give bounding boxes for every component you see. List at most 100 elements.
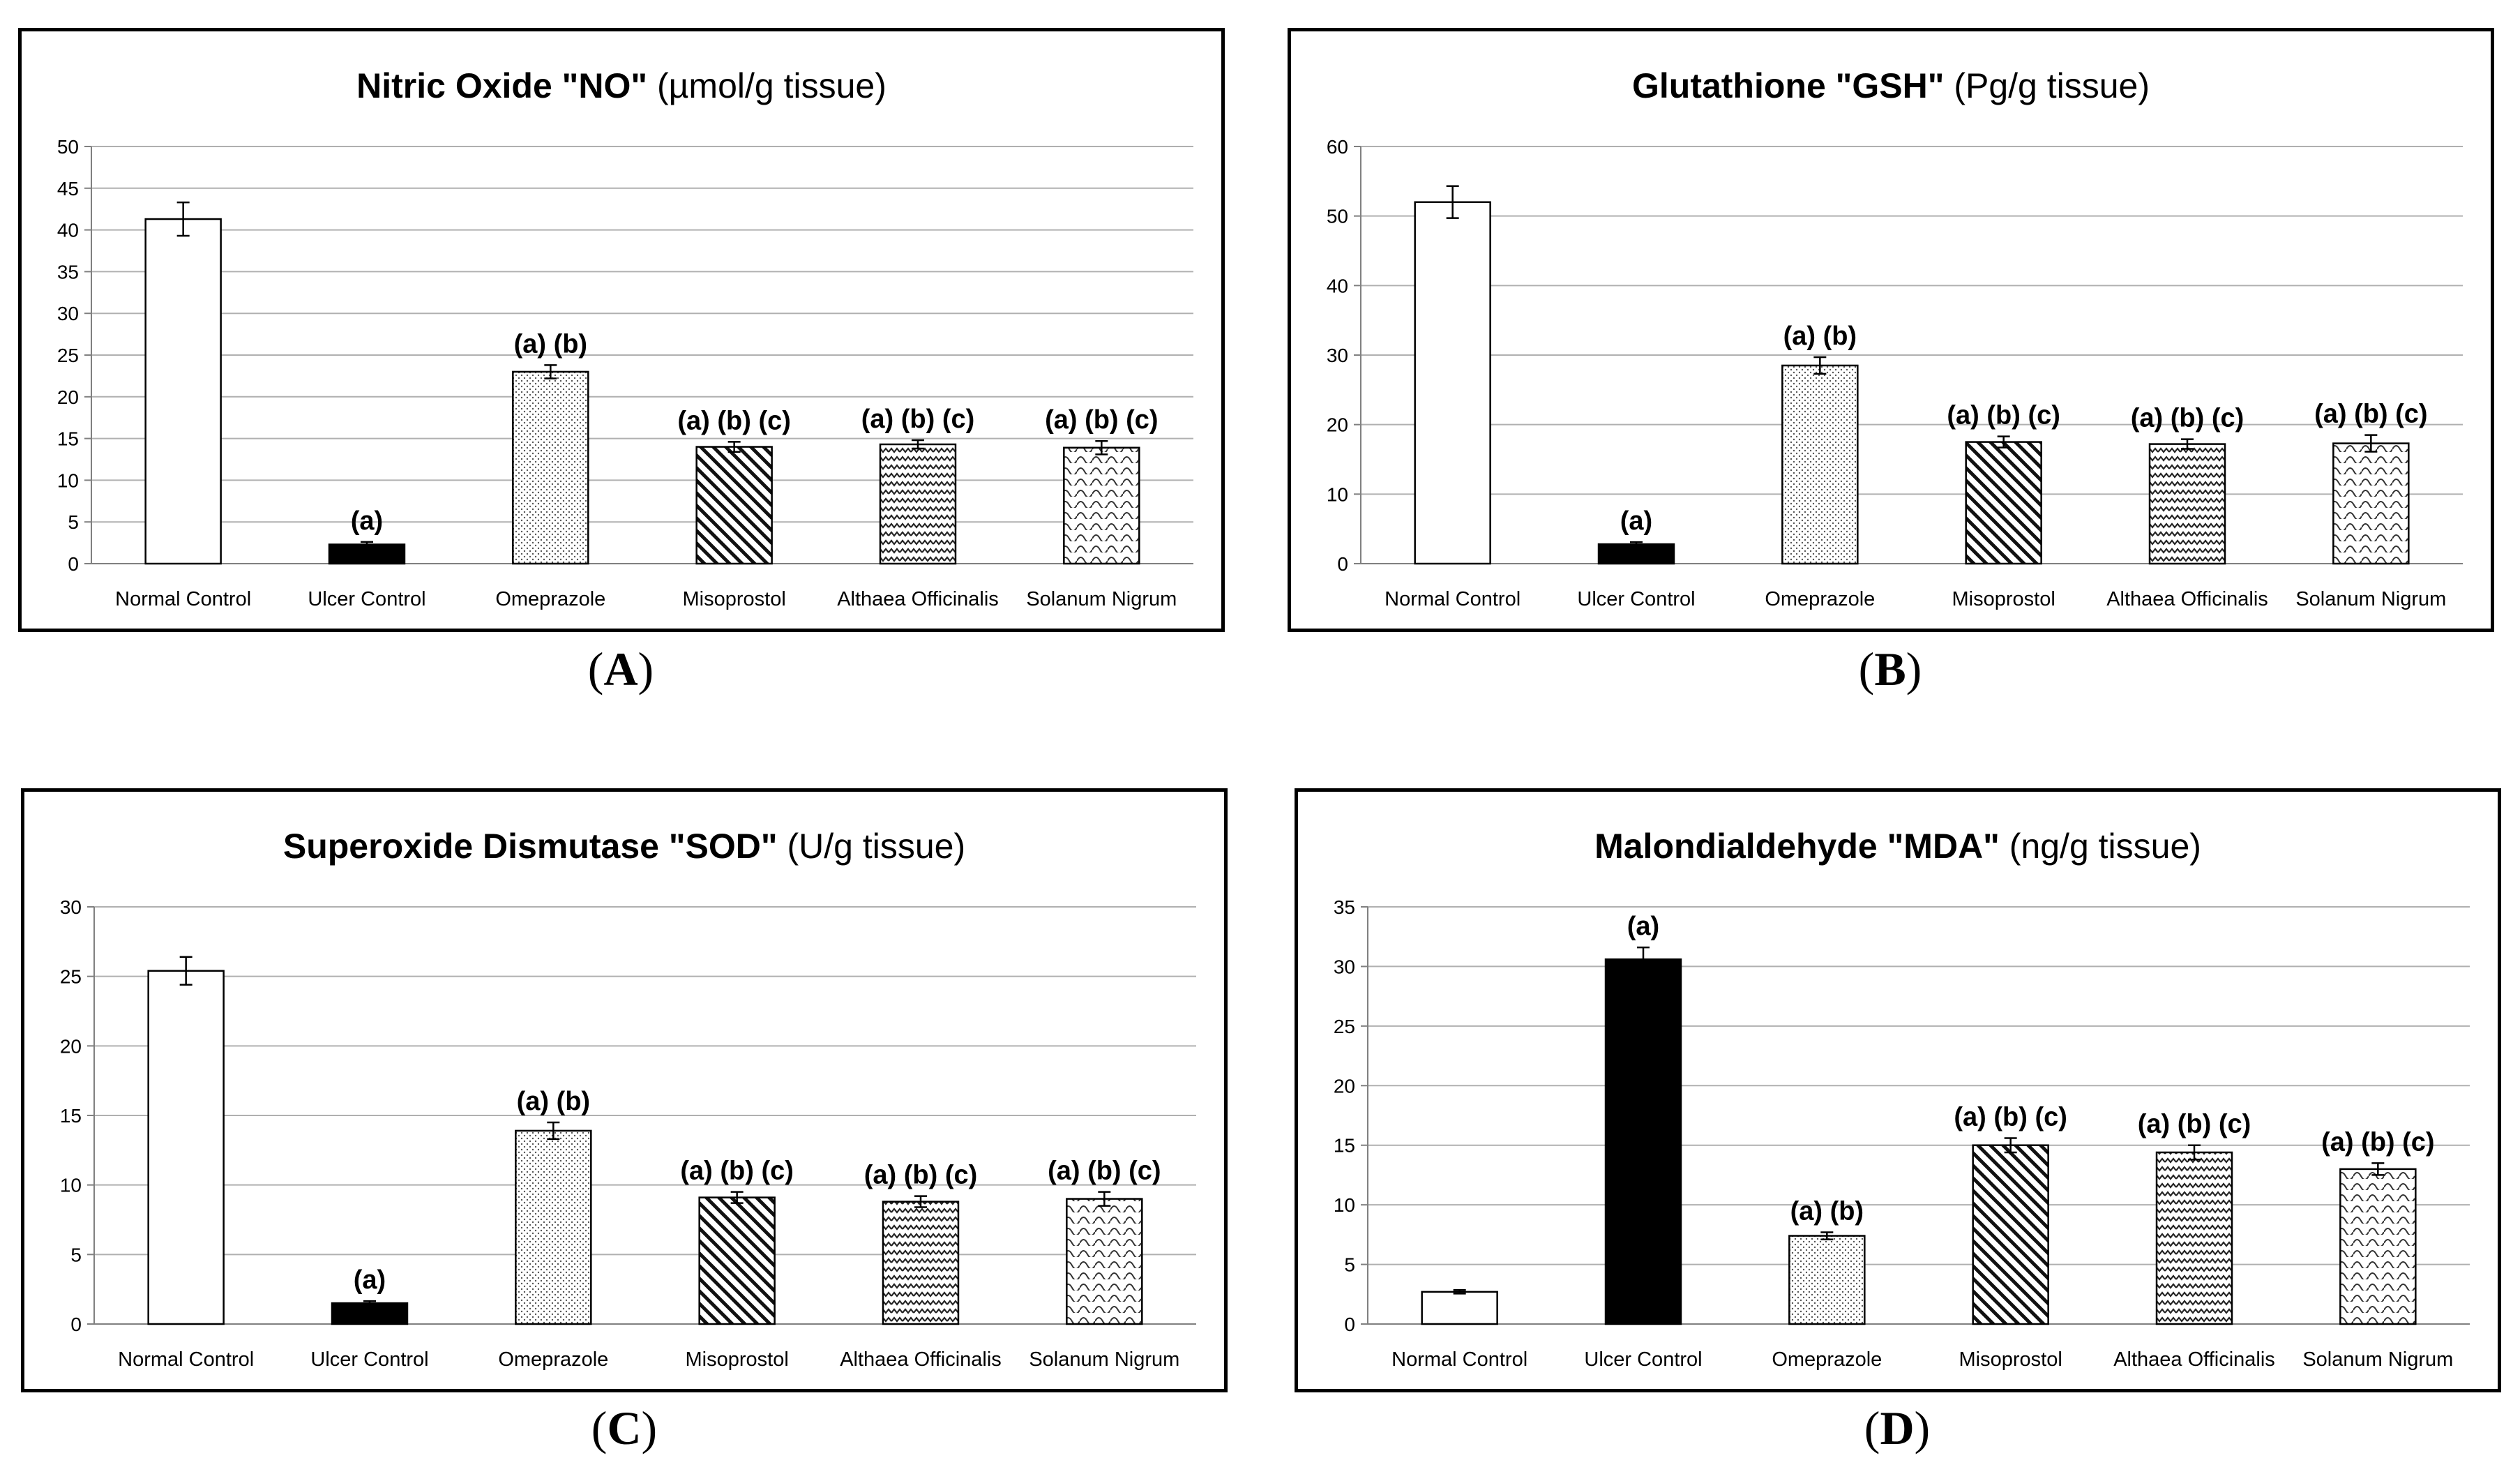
panel-label-a: (A) <box>587 642 654 695</box>
bar-misoprostol <box>695 446 773 565</box>
y-tick-label: 50 <box>1327 206 1348 227</box>
x-tick-label: Omeprazole <box>1765 588 1875 610</box>
bar-solanum-nigrum <box>1066 1198 1143 1325</box>
error-bar <box>914 1195 927 1208</box>
x-tick-label: Althaea Officinalis <box>837 588 999 610</box>
y-tick-label: 30 <box>60 896 82 918</box>
x-tick-label: Normal Control <box>118 1348 254 1371</box>
bar-solanum-nigrum <box>2332 442 2410 565</box>
error-bar <box>1820 1231 1834 1240</box>
y-tick-label: 40 <box>57 220 79 241</box>
panel-a: Nitric Oxide "NO" (µmol/g tissue) 0 5 10 15 2… <box>18 28 1225 632</box>
y-tick-label: 30 <box>57 303 79 324</box>
error-bar <box>2371 1162 2385 1176</box>
chart-d: Malondialdehyde "MDA" (ng/g tissue) 0 5 10 1… <box>1295 788 2501 1392</box>
panel-label-b: (B) <box>1858 642 1922 695</box>
x-tick-label: Althaea Officinalis <box>840 1348 1002 1371</box>
bar-omeprazole <box>515 1129 592 1325</box>
chart-a: Nitric Oxide "NO" (µmol/g tissue) 0 5 10 15 2… <box>18 28 1225 632</box>
y-tick-label: 20 <box>57 386 79 408</box>
y-tick-label: 10 <box>57 469 79 491</box>
significance-label: (a) (b) (c) <box>680 1157 794 1186</box>
y-tick-label: 30 <box>1334 956 1355 977</box>
panel-c: Superoxide Dismutase "SOD" (U/g tissue) 0… <box>21 788 1228 1392</box>
error-bar <box>727 441 741 453</box>
error-bar <box>544 364 557 379</box>
significance-label: (a) (b) (c) <box>1048 1157 1161 1186</box>
error-bar <box>1813 356 1827 375</box>
bar-ulcer-control <box>331 1302 409 1325</box>
chart-title: Malondialdehyde "MDA" (ng/g tissue) <box>1594 827 2201 866</box>
panel-d: Malondialdehyde "MDA" (ng/g tissue) 0 5 10 1… <box>1295 788 2501 1392</box>
error-bar <box>179 956 193 986</box>
significance-label: (a) (b) (c) <box>1954 1102 2067 1131</box>
y-tick-label: 0 <box>1337 553 1348 575</box>
error-bar <box>1098 1191 1111 1207</box>
y-tick-label: 5 <box>68 511 79 533</box>
y-tick-label: 20 <box>1327 414 1348 436</box>
y-tick-label: 10 <box>1327 483 1348 505</box>
bar-althaea-officinalis <box>2148 443 2226 565</box>
error-bar <box>1997 435 2010 449</box>
significance-label: (a) (b) (c) <box>861 405 975 434</box>
x-tick-label: Solanum Nigrum <box>1029 1348 1179 1371</box>
y-tick-label: 0 <box>1344 1314 1355 1335</box>
x-tick-label: Ulcer Control <box>308 588 425 610</box>
significance-label: (a) (b) (c) <box>864 1161 978 1190</box>
significance-label: (a) <box>1620 506 1652 536</box>
y-tick-label: 40 <box>1327 275 1348 296</box>
chart-title: Nitric Oxide "NO" (µmol/g tissue) <box>356 66 886 105</box>
panel-b: Glutathione "GSH" (Pg/g tissue) 0 10 20 30 40… <box>1288 28 2494 632</box>
significance-label: (a) (b) <box>514 329 588 359</box>
significance-label: (a) <box>351 506 383 536</box>
y-tick-label: 50 <box>57 136 79 158</box>
y-tick-label: 30 <box>1327 345 1348 366</box>
chart-title: Superoxide Dismutase "SOD" (U/g tissue) <box>283 827 965 866</box>
error-bar <box>1095 439 1108 456</box>
bar-omeprazole <box>512 370 589 565</box>
bar-misoprostol <box>698 1196 776 1325</box>
error-bar <box>2004 1137 2017 1154</box>
error-bar <box>2181 438 2194 450</box>
x-tick-label: Solanum Nigrum <box>1026 588 1177 610</box>
x-tick-label: Misoprostol <box>683 588 786 610</box>
x-tick-label: Althaea Officinalis <box>2113 1348 2275 1371</box>
y-tick-label: 15 <box>1334 1135 1355 1157</box>
error-bar <box>1637 946 1650 972</box>
panel-label-d: (D) <box>1864 1401 1931 1454</box>
y-tick-label: 20 <box>60 1035 82 1057</box>
bar-misoprostol <box>1972 1144 2049 1325</box>
y-tick-label: 20 <box>1334 1075 1355 1097</box>
bar-normal-control <box>144 218 222 565</box>
bar-omeprazole <box>1781 364 1859 565</box>
significance-label: (a) (b) (c) <box>1045 405 1159 435</box>
bar-normal-control <box>1414 201 1491 565</box>
x-tick-label: Althaea Officinalis <box>2106 588 2268 610</box>
error-bar <box>547 1121 560 1141</box>
x-tick-label: Solanum Nigrum <box>2302 1348 2453 1371</box>
error-bar <box>1453 1289 1466 1295</box>
significance-label: (a) (b) <box>1783 322 1857 351</box>
bar-normal-control <box>147 970 225 1325</box>
x-tick-label: Misoprostol <box>686 1348 789 1371</box>
significance-label: (a) (b) (c) <box>2314 400 2428 429</box>
y-tick-label: 25 <box>60 966 82 988</box>
x-tick-label: Omeprazole <box>495 588 605 610</box>
y-tick-label: 5 <box>1344 1254 1355 1276</box>
x-tick-label: Solanum Nigrum <box>2295 588 2446 610</box>
bar-misoprostol <box>1965 441 2042 565</box>
error-bar <box>1446 185 1459 219</box>
x-tick-label: Misoprostol <box>1952 588 2055 610</box>
y-tick-label: 10 <box>1334 1194 1355 1216</box>
y-tick-label: 10 <box>60 1175 82 1196</box>
error-bar <box>730 1191 744 1204</box>
x-tick-label: Ulcer Control <box>1577 588 1695 610</box>
error-bar <box>361 541 373 548</box>
significance-label: (a) (b) (c) <box>1947 401 2060 430</box>
bar-solanum-nigrum <box>1063 446 1140 565</box>
y-tick-label: 15 <box>57 428 79 450</box>
x-tick-label: Ulcer Control <box>1584 1348 1702 1371</box>
y-tick-label: 15 <box>60 1105 82 1127</box>
bar-althaea-officinalis <box>882 1201 960 1325</box>
bar-ulcer-control <box>1604 958 1682 1325</box>
